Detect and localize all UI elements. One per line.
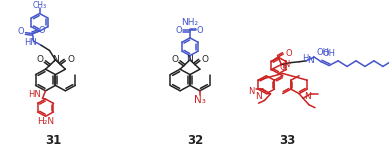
Text: CH₃: CH₃: [32, 1, 46, 10]
Text: O: O: [67, 55, 74, 64]
Text: HN: HN: [24, 38, 37, 48]
Text: O: O: [171, 55, 178, 64]
Text: O: O: [37, 55, 44, 64]
Text: NH₂: NH₂: [181, 18, 199, 27]
Text: O: O: [285, 49, 292, 58]
Text: N: N: [186, 55, 193, 64]
Text: 31: 31: [45, 134, 62, 148]
Text: HN: HN: [28, 90, 41, 99]
Text: N: N: [248, 87, 255, 96]
Text: N₃: N₃: [194, 95, 206, 105]
Text: O: O: [176, 26, 182, 35]
Text: N: N: [52, 55, 59, 64]
Text: 32: 32: [187, 134, 203, 148]
Text: N: N: [283, 60, 290, 69]
Text: OH: OH: [316, 48, 329, 57]
Text: OH: OH: [322, 49, 335, 58]
Text: 33: 33: [280, 134, 296, 148]
Text: O: O: [279, 63, 286, 72]
Text: H₂N: H₂N: [37, 117, 54, 127]
Text: N: N: [304, 92, 310, 101]
Text: N: N: [255, 92, 262, 101]
Text: O: O: [202, 55, 209, 64]
Text: O: O: [18, 27, 25, 36]
Text: O: O: [197, 26, 204, 35]
Text: N: N: [307, 56, 314, 65]
Text: H: H: [302, 53, 308, 63]
Text: O: O: [39, 26, 45, 35]
